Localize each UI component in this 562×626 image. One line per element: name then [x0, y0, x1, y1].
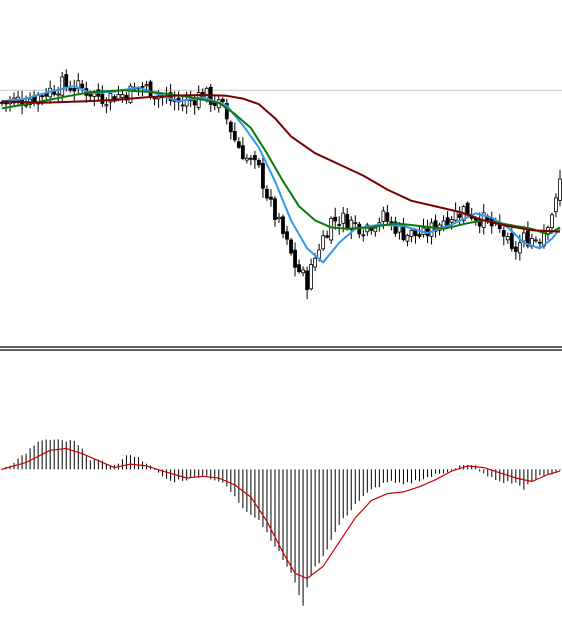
candle [554, 193, 558, 218]
candle [309, 258, 314, 291]
ma-slow-line [1, 94, 561, 233]
candle [265, 185, 269, 201]
candle [385, 204, 390, 225]
candle [357, 221, 362, 239]
price-panel [0, 69, 562, 300]
candle [345, 207, 350, 231]
candle [240, 137, 245, 161]
candle [365, 222, 370, 237]
candle [453, 202, 458, 223]
candle [128, 83, 133, 104]
candle [60, 71, 65, 101]
candle [513, 240, 518, 260]
candle [8, 96, 12, 112]
candle [329, 216, 334, 244]
candle [321, 230, 326, 251]
candle [457, 206, 462, 227]
candle [228, 120, 233, 140]
candle [253, 150, 257, 170]
candle [281, 214, 285, 239]
candle [325, 230, 330, 239]
candle [501, 226, 506, 246]
candle [257, 158, 261, 169]
candle [405, 233, 410, 247]
candle [333, 207, 338, 230]
candle [305, 266, 309, 300]
candle [236, 137, 241, 149]
candle [361, 229, 366, 242]
candle [244, 153, 249, 164]
candle [269, 189, 273, 207]
candle [224, 98, 229, 125]
candle [289, 237, 293, 256]
candle [293, 242, 297, 277]
candle [28, 92, 33, 109]
candle [208, 83, 213, 113]
candle [232, 122, 237, 143]
candle [421, 218, 426, 238]
candle [277, 213, 281, 223]
candle [248, 154, 253, 166]
candle [301, 266, 305, 277]
candle [409, 228, 414, 243]
ma-fast-line [1, 85, 561, 264]
candle [425, 219, 430, 243]
candle [534, 236, 538, 243]
candle [120, 90, 125, 103]
candle [261, 157, 265, 198]
candle [112, 94, 117, 103]
candle [4, 100, 8, 112]
candle [152, 96, 157, 106]
candle [285, 225, 289, 246]
candle [76, 73, 81, 96]
panel-separator [0, 346, 562, 351]
candle [297, 259, 301, 274]
candle [509, 225, 514, 252]
signal-line [1, 447, 561, 580]
candle [72, 79, 77, 101]
candle [538, 238, 542, 249]
candle [417, 226, 422, 239]
candle [337, 216, 342, 235]
candle [180, 95, 185, 112]
candle [505, 232, 510, 244]
ma-mid-line [1, 89, 561, 236]
candle [401, 217, 406, 242]
candle [433, 214, 438, 238]
macd-panel [1, 439, 561, 606]
candle [100, 85, 105, 108]
candle [393, 216, 398, 237]
candle [558, 169, 562, 207]
candle [144, 80, 149, 91]
candle [273, 196, 277, 227]
